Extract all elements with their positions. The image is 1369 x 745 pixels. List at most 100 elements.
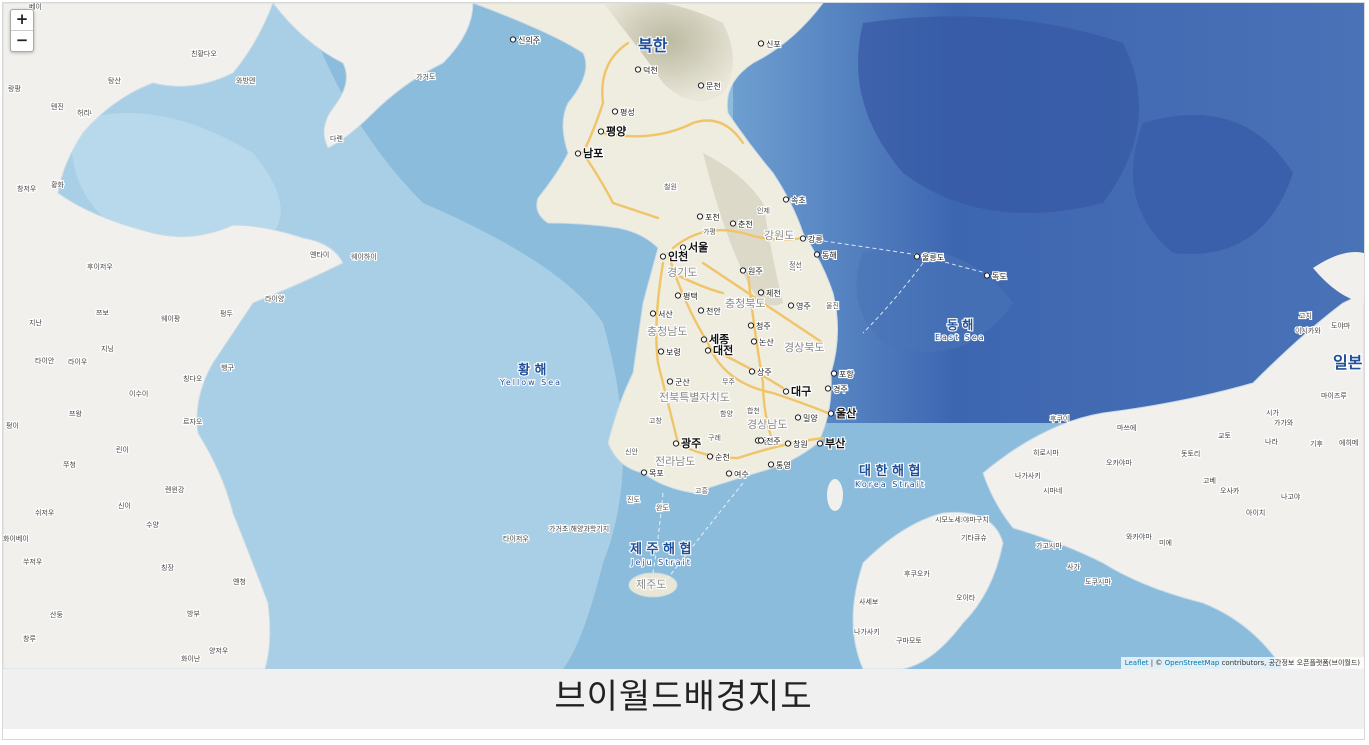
minor-place-label: 구례 — [708, 433, 721, 442]
city-label: 포천 — [705, 212, 720, 222]
zoom-out-button[interactable]: − — [11, 30, 33, 51]
city-major-label: 대구 — [791, 384, 811, 398]
japan-place-label: 시마네 — [1043, 486, 1062, 495]
japan-place-label: 기후 — [1310, 439, 1323, 448]
city-marker — [725, 470, 733, 477]
japan-place-label: 사세보 — [859, 597, 879, 606]
minor-place-label: 합천 — [747, 406, 760, 415]
china-place-label: 허리 — [77, 108, 90, 117]
city-marker — [574, 150, 582, 157]
japan-place-label: 구마모토 — [896, 636, 922, 645]
china-place-label: 창저우 — [17, 184, 37, 193]
city-major-label: 남포 — [583, 147, 603, 160]
label-ilbon: 일본 — [1333, 353, 1363, 372]
japan-place-label: 마이즈루 — [1321, 391, 1347, 400]
japan-place-label: 야마구치 — [963, 515, 989, 524]
province-label: 충청남도 — [647, 325, 687, 338]
city-label: 동해 — [822, 250, 837, 260]
city-marker — [697, 82, 705, 89]
province-label: 제주도 — [636, 578, 666, 591]
tsushima — [827, 479, 843, 511]
label-jeju-strait-en: Jeju Strait — [630, 558, 692, 567]
china-place-label: 렌윈강 — [165, 485, 185, 494]
china-place-label: 옌청 — [233, 577, 246, 586]
osm-link[interactable]: OpenStreetMap — [1164, 659, 1220, 667]
city-marker — [983, 272, 991, 279]
city-label: 춘천 — [738, 219, 753, 229]
city-label: 강릉 — [808, 234, 823, 244]
japan-place-label: 교토 — [1218, 432, 1231, 440]
province-label: 충청북도 — [725, 297, 765, 310]
city-marker — [748, 368, 756, 375]
leaflet-link[interactable]: Leaflet — [1124, 659, 1149, 667]
label-yellow-sea: Yellow Sea — [499, 378, 562, 387]
liaodong — [272, 3, 474, 149]
city-label: 밀양 — [803, 414, 818, 423]
minor-place-label: 고흥 — [695, 486, 708, 495]
city-label: 독도 — [992, 272, 1007, 281]
china-place-label: 라이우 — [68, 357, 88, 366]
japan-place-label: 후쿠이 — [1050, 414, 1069, 423]
highway-network — [581, 41, 830, 460]
city-marker — [750, 338, 758, 345]
china-place-label: 탕구 — [79, 109, 92, 118]
label-korea-strait: Korea Strait — [855, 480, 926, 489]
city-marker — [747, 322, 755, 329]
city-label: 여수 — [734, 469, 749, 479]
minor-place-label: 철원 — [664, 182, 677, 191]
japan-place-label: 이시카와 — [1295, 326, 1321, 335]
map-canvas[interactable]: 북한 황 해 Yellow Sea 동 해 East Sea 대 한 해 협 Korea S… — [3, 3, 1364, 669]
china-place-label: 화이베이 — [3, 534, 29, 543]
city-marker — [782, 388, 790, 395]
china-place-label: 르자오 — [183, 417, 203, 426]
japan-place-label: 나가사키 — [854, 627, 880, 636]
japan-place-label: 후쿠오카 — [904, 569, 930, 578]
japan-place-label: 나고야 — [1281, 492, 1301, 501]
city-label: 속초 — [791, 196, 806, 205]
city-marker — [913, 253, 921, 260]
minor-place-label: 무주 — [722, 378, 735, 386]
city-marker — [784, 440, 792, 447]
deep-basin-3 — [856, 248, 1013, 352]
city-label: 울릉도 — [922, 253, 944, 262]
minor-place-label: 신안 — [625, 447, 638, 456]
city-marker — [816, 440, 824, 447]
japan-place-label: 돗토리 — [1181, 449, 1200, 458]
china-place-label: 쯔왕 — [69, 409, 82, 418]
china-place-label: 라이양 — [265, 294, 285, 303]
zoom-control: + − — [10, 9, 34, 52]
china-place-label: 펑이 — [6, 421, 19, 430]
city-major-label: 세종 — [709, 332, 729, 346]
china-place-label: 화이난 — [181, 654, 201, 663]
city-label: 경주 — [833, 384, 848, 394]
province-label: 전북특별자치도 — [659, 391, 730, 404]
deep-basin-2 — [1133, 114, 1293, 255]
city-marker — [813, 251, 821, 258]
city-marker — [757, 40, 765, 47]
china-place-label: 이수이 — [129, 389, 148, 398]
china-place-label: 톈진 — [51, 102, 64, 111]
attribution-sep: | © — [1148, 659, 1165, 667]
noto — [1313, 252, 1364, 303]
china-place-label: 와방뎬 — [236, 76, 255, 85]
china-place-label: 웨이팡 — [161, 314, 181, 323]
china-place-label: 옌타이 — [310, 250, 329, 259]
city-label: 덕천 — [643, 65, 658, 75]
japan-place-label: 오카야마 — [1106, 458, 1132, 467]
city-marker — [706, 453, 714, 460]
city-label: 목포 — [649, 469, 664, 478]
japan-place-label: 와카야마 — [1126, 532, 1152, 541]
zoom-in-button[interactable]: + — [15, 10, 29, 28]
japan-place-label: 가가와 — [1274, 418, 1294, 427]
city-label: 전주 — [766, 436, 781, 446]
city-label: 신포 — [766, 40, 781, 49]
city-marker — [824, 385, 832, 392]
china-place-label: 베이 — [29, 3, 42, 11]
china-place-label: 수양 — [146, 521, 159, 529]
city-marker — [794, 414, 802, 421]
city-marker — [649, 310, 657, 317]
city-label: 영주 — [796, 301, 811, 311]
japan-place-label: 사가 — [1067, 562, 1080, 571]
city-label: 제천 — [766, 288, 781, 298]
city-major-label: 서울 — [688, 240, 708, 254]
